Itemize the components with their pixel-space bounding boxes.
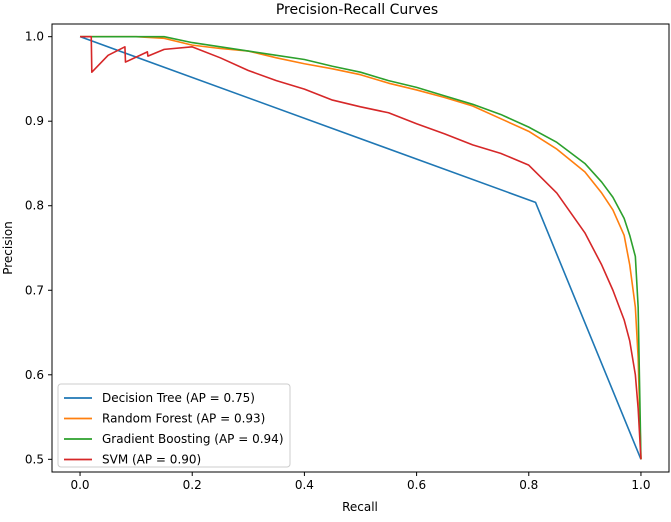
x-tick-label: 0.4 bbox=[295, 478, 314, 492]
x-tick-label: 0.0 bbox=[70, 478, 89, 492]
chart-title: Precision-Recall Curves bbox=[276, 2, 438, 18]
y-axis-ticks: 0.5 0.6 0.7 0.8 0.9 1.0 bbox=[25, 30, 52, 466]
y-tick-label: 0.5 bbox=[25, 452, 44, 466]
legend-label: Decision Tree (AP = 0.75) bbox=[102, 391, 255, 405]
plot-area-frame bbox=[51, 23, 670, 473]
y-tick-label: 0.7 bbox=[25, 283, 44, 297]
y-tick-label: 0.9 bbox=[25, 114, 44, 128]
legend-label: SVM (AP = 0.90) bbox=[102, 453, 201, 467]
x-tick-label: 1.0 bbox=[631, 478, 650, 492]
x-tick-label: 0.6 bbox=[407, 478, 426, 492]
x-tick-label: 0.8 bbox=[519, 478, 538, 492]
legend: Decision Tree (AP = 0.75) Random Forest (… bbox=[57, 383, 291, 468]
series-line-gradient-boosting bbox=[80, 35, 642, 460]
legend-box bbox=[57, 383, 291, 468]
legend-items: Decision Tree (AP = 0.75) Random Forest (… bbox=[64, 391, 284, 467]
y-tick-label: 1.0 bbox=[25, 30, 44, 44]
legend-label: Random Forest (AP = 0.93) bbox=[102, 412, 265, 426]
x-tick-label: 0.2 bbox=[183, 478, 202, 492]
series-line-decision-tree bbox=[79, 35, 642, 460]
series-line-random-forest bbox=[80, 35, 642, 460]
y-tick-label: 0.6 bbox=[25, 368, 44, 382]
series-layer bbox=[79, 35, 642, 460]
series-line-svm bbox=[80, 35, 642, 460]
x-axis-title: Recall bbox=[342, 500, 378, 514]
y-tick-label: 0.8 bbox=[25, 199, 44, 213]
legend-label: Gradient Boosting (AP = 0.94) bbox=[102, 432, 284, 446]
y-axis-title: Precision bbox=[1, 221, 15, 275]
x-axis-ticks: 0.0 0.2 0.4 0.6 0.8 1.0 bbox=[70, 472, 651, 492]
